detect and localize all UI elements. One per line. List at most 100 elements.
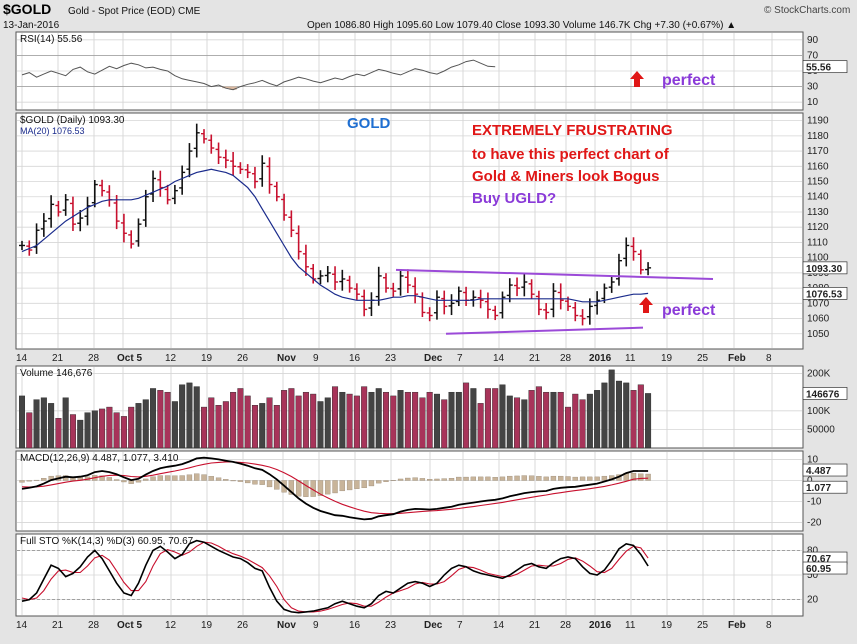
price-ytick: 1120 — [807, 222, 829, 233]
volume-bar — [318, 401, 324, 448]
volume-bar — [259, 403, 265, 448]
volume-bar — [434, 394, 440, 448]
xtick-label-bottom: Dec — [424, 620, 443, 631]
volume-value-tag: 146676 — [806, 389, 840, 400]
symbol-title: $GOLD — [3, 1, 51, 17]
xtick-label-bottom: 2016 — [589, 620, 612, 631]
signal-value-tag: 1.077 — [806, 483, 831, 494]
macd-histogram-bar — [646, 474, 651, 480]
volume-bar — [405, 392, 411, 448]
macd-histogram-bar — [223, 479, 228, 480]
volume-bar — [19, 396, 25, 448]
sto-legend: Full STO %K(14,3) %D(3) 60.95, 70.67 — [20, 536, 194, 547]
xtick-label-mid: 26 — [237, 353, 249, 364]
volume-bar — [85, 413, 91, 448]
macd-histogram-bar — [485, 477, 490, 481]
macd-histogram-bar — [216, 478, 221, 481]
xtick-label-bottom: 26 — [237, 620, 249, 631]
xtick-label-mid: 16 — [349, 353, 361, 364]
volume-bar — [143, 400, 149, 448]
macd-histogram-bar — [471, 477, 476, 481]
macd-histogram-bar — [638, 474, 643, 481]
volume-bar — [26, 413, 32, 448]
volume-bar — [128, 407, 134, 448]
macd-histogram-bar — [202, 475, 207, 481]
xtick-label-bottom: 21 — [529, 620, 541, 631]
volume-ytick: 200K — [807, 369, 831, 380]
volume-bar — [274, 405, 280, 448]
macd-histogram-bar — [151, 477, 156, 481]
volume-bar — [623, 383, 629, 448]
xtick-label-mid: 8 — [766, 353, 772, 364]
macd-histogram-bar — [493, 477, 498, 480]
volume-bar — [478, 403, 484, 448]
macd-histogram-bar — [573, 477, 578, 480]
volume-bar — [369, 392, 375, 448]
volume-bar — [194, 387, 200, 448]
volume-bar — [325, 398, 331, 448]
macd-histogram-bar — [362, 480, 367, 487]
macd-histogram-bar — [136, 480, 141, 482]
macd-histogram-bar — [143, 479, 148, 481]
xtick-label-bottom: 19 — [201, 620, 213, 631]
xtick-label-mid: 21 — [52, 353, 64, 364]
volume-bar — [107, 407, 113, 448]
macd-histogram-bar — [209, 476, 214, 480]
macd-histogram-bar — [267, 480, 272, 486]
volume-bar — [92, 411, 98, 448]
volume-bar — [551, 392, 557, 448]
volume-bar — [179, 385, 185, 448]
xtick-label-mid: 14 — [493, 353, 505, 364]
volume-bar — [238, 388, 244, 448]
volume-bar — [376, 388, 382, 448]
rsi-value-tag: 55.56 — [806, 63, 831, 74]
volume-bar — [165, 392, 171, 448]
xtick-label-bottom: 8 — [766, 620, 772, 631]
macd-histogram-bar — [325, 480, 330, 494]
rsi-legend: RSI(14) 55.56 — [20, 34, 83, 45]
xtick-label-bottom: 19 — [661, 620, 673, 631]
price-ytick: 1180 — [807, 131, 829, 142]
price-close-tag: 1093.30 — [806, 264, 843, 275]
price-ytick: 1190 — [807, 116, 829, 127]
macd-histogram-bar — [41, 478, 46, 480]
macd-histogram-bar — [566, 476, 571, 480]
annotation-line-3: Gold & Miners look Bogus — [472, 168, 660, 185]
macd-histogram-bar — [27, 480, 32, 481]
price-ytick: 1140 — [807, 192, 829, 203]
volume-bar — [281, 390, 287, 448]
xtick-label-mid: Feb — [728, 353, 746, 364]
macd-histogram-bar — [354, 480, 359, 488]
macd-histogram-bar — [260, 480, 265, 484]
macd-histogram-bar — [464, 477, 469, 480]
sto-k-tag: 60.95 — [806, 564, 831, 575]
volume-bar — [558, 392, 564, 448]
macd-histogram-bar — [602, 476, 607, 480]
xtick-label-mid: 19 — [201, 353, 213, 364]
macd-histogram-bar — [296, 480, 301, 496]
macd-histogram-bar — [172, 476, 177, 481]
volume-bar — [609, 370, 615, 448]
xtick-label-mid: 28 — [560, 353, 572, 364]
volume-bar — [645, 393, 651, 448]
volume-bar — [485, 388, 491, 448]
macd-histogram-bar — [442, 479, 447, 481]
xtick-label-bottom: 9 — [313, 620, 319, 631]
macd-histogram-bar — [456, 477, 461, 480]
macd-histogram-bar — [340, 480, 345, 490]
xtick-label-mid: 23 — [385, 353, 397, 364]
volume-ytick: 50000 — [807, 424, 835, 435]
volume-bar — [187, 383, 193, 448]
macd-ytick: -10 — [807, 497, 822, 508]
volume-bar — [303, 392, 309, 448]
macd-histogram-bar — [369, 480, 374, 485]
volume-bar — [441, 400, 447, 448]
volume-bar — [99, 409, 105, 448]
sto-ytick: 20 — [807, 595, 819, 606]
volume-bar — [267, 398, 273, 448]
macd-histogram-bar — [180, 476, 185, 481]
volume-bar — [427, 392, 433, 448]
annotation-buy: Buy UGLD? — [472, 190, 556, 207]
